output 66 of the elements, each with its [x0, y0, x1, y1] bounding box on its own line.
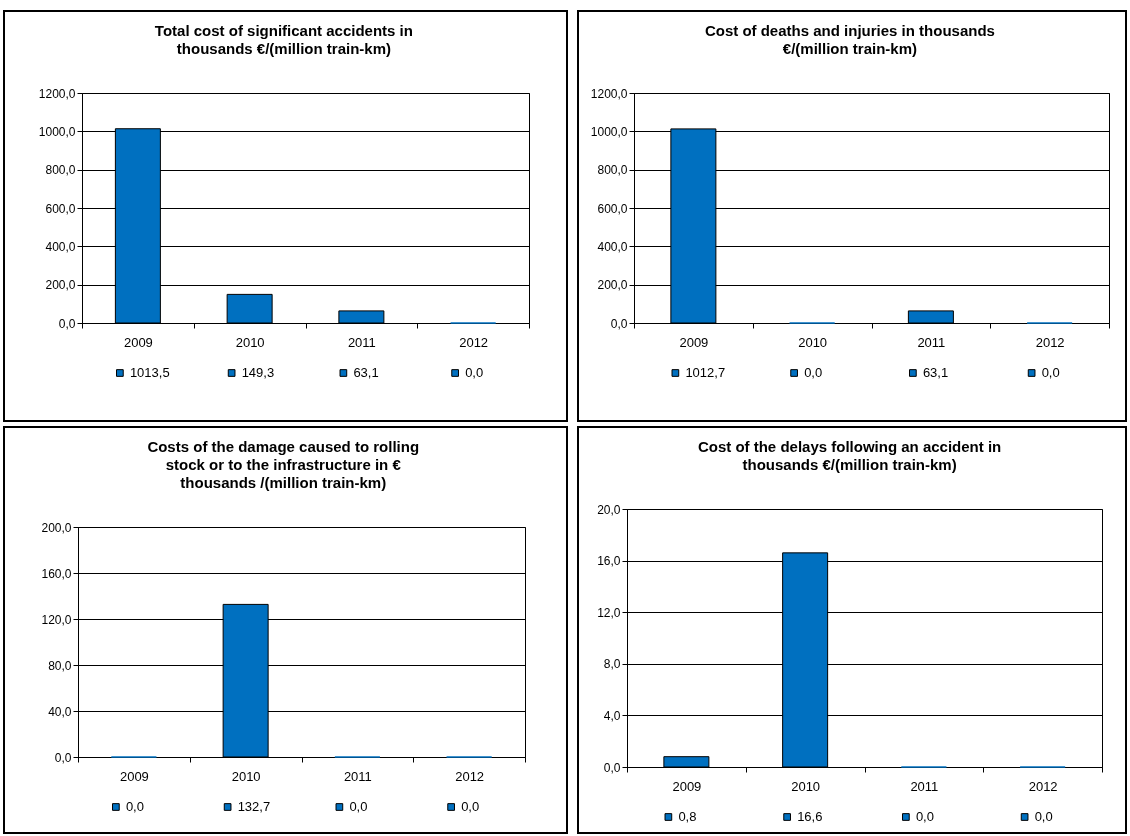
bar	[337, 310, 384, 324]
y-tick-label: 160,0	[41, 566, 72, 581]
data-label: 1012,7	[685, 365, 726, 380]
y-tick-label: 600,0	[597, 201, 628, 216]
bar	[663, 756, 710, 768]
x-tick-label: 2011	[917, 334, 946, 350]
chart-title: Total cost of significant accidents in thousands €/(million train-km)	[154, 21, 413, 57]
y-tick-label: 200,0	[41, 520, 72, 535]
data-label: 63,1	[352, 365, 379, 380]
y-tick-label: 1000,0	[590, 124, 628, 139]
y-tick-label: 120,0	[41, 612, 72, 627]
y-tick-label: 200,0	[44, 278, 76, 293]
data-label: 0,0	[461, 799, 480, 814]
data-label: 132,7	[237, 799, 271, 814]
data-label: 1013,5	[129, 365, 170, 380]
x-tick-label: 2012	[1028, 778, 1058, 794]
x-tick-label: 2009	[672, 778, 702, 794]
y-tick-label: 1200,0	[38, 86, 76, 101]
y-tick-label: 0,0	[58, 316, 76, 331]
x-tick-label: 2011	[347, 334, 376, 350]
y-tick-label: 400,0	[44, 239, 76, 254]
x-tick-label: 2012	[1035, 334, 1065, 350]
y-tick-label: 0,0	[610, 316, 628, 331]
y-tick-label: 800,0	[44, 163, 76, 178]
x-tick-label: 2010	[791, 778, 821, 794]
y-tick-label: 1200,0	[590, 86, 628, 101]
data-label: 0,0	[1041, 365, 1060, 380]
y-tick-label: 200,0	[597, 278, 628, 293]
y-tick-label: 1000,0	[38, 124, 76, 139]
y-tick-label: 600,0	[44, 201, 76, 216]
y-tick-label: 0,0	[54, 750, 72, 765]
data-label: 0,0	[915, 809, 934, 824]
y-tick-label: 20,0	[597, 502, 621, 517]
y-tick-label: 40,0	[48, 704, 72, 719]
data-label: 63,1	[922, 365, 949, 380]
bar	[226, 293, 273, 324]
y-tick-label: 12,0	[597, 605, 621, 620]
x-tick-label: 2009	[679, 334, 709, 350]
data-label: 149,3	[241, 365, 274, 380]
bar	[907, 310, 954, 324]
y-tick-label: 0,0	[603, 760, 621, 775]
x-tick-label: 2009	[119, 768, 149, 784]
chart-title: Cost of the delays following an accident in thousands €/(million train-km)	[697, 437, 1002, 473]
x-tick-label: 2010	[231, 768, 261, 784]
x-tick-label: 2012	[455, 768, 485, 784]
x-tick-label: 2011	[910, 778, 939, 794]
y-tick-label: 16,0	[597, 554, 621, 569]
y-tick-label: 800,0	[597, 163, 628, 178]
y-tick-label: 8,0	[603, 657, 621, 672]
data-label: 0,0	[125, 799, 144, 814]
data-label: 0,0	[804, 365, 823, 380]
data-label: 0,0	[349, 799, 368, 814]
data-label: 16,6	[797, 809, 823, 824]
chart-title: Costs of the damage caused to rolling stock or to the infrastructure in € thousands /(million train-km)	[147, 437, 420, 491]
y-tick-label: 4,0	[603, 708, 621, 723]
x-tick-label: 2011	[343, 768, 372, 784]
x-tick-label: 2009	[123, 334, 153, 350]
data-label: 0,0	[464, 365, 483, 380]
y-tick-label: 80,0	[48, 658, 72, 673]
x-tick-label: 2010	[798, 334, 828, 350]
x-tick-label: 2012	[458, 334, 488, 350]
y-tick-label: 400,0	[597, 239, 628, 254]
chart-title: Cost of deaths and injuries in thousands €/(million train-km)	[704, 21, 995, 57]
x-tick-label: 2010	[235, 334, 265, 350]
data-label: 0,8	[678, 809, 697, 824]
data-label: 0,0	[1034, 809, 1053, 824]
